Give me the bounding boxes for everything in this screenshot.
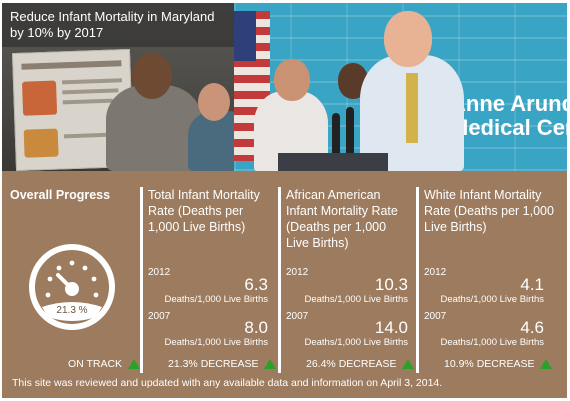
photo-right-scene: Anne Arundel Medical Center <box>234 3 567 171</box>
overall-status-label: ON TRACK <box>68 358 123 370</box>
value-base: 8.0 <box>244 318 268 337</box>
year-base: 2007 <box>286 311 309 322</box>
year-base: 2007 <box>148 311 171 322</box>
change-label: 10.9% DECREASE <box>444 358 535 370</box>
value-base: 4.6 <box>520 318 544 337</box>
year-recent: 2012 <box>286 267 309 278</box>
metric-white-panel: White Infant Mortality Rate (Deaths per … <box>424 187 556 373</box>
change-status: 21.3% DECREASE <box>168 358 277 370</box>
change-label: 26.4% DECREASE <box>306 358 397 370</box>
woman2-head <box>198 83 230 121</box>
value-recent: 10.3 <box>374 275 408 294</box>
podium <box>278 153 388 171</box>
unit-recent: Deaths/1,000 Live Births <box>164 294 268 305</box>
value-recent: 6.3 <box>244 275 268 294</box>
backdrop-logo-line2: Medical Center <box>450 115 567 140</box>
metric-african-american-panel: African American Infant Mortality Rate (… <box>286 187 415 373</box>
banner-photo: Anne Arundel Medical Center Reduce Infan… <box>2 3 567 171</box>
change-status: 26.4% DECREASE <box>306 358 415 370</box>
up-arrow-icon <box>128 359 141 370</box>
overall-status: ON TRACK <box>68 358 141 370</box>
footer-note: This site was reviewed and updated with … <box>12 377 443 389</box>
year-recent: 2012 <box>148 267 171 278</box>
infant-mortality-widget: Anne Arundel Medical Center Reduce Infan… <box>2 3 567 398</box>
overall-progress-heading: Overall Progress <box>10 188 111 202</box>
up-arrow-icon <box>540 359 553 370</box>
change-label: 21.3% DECREASE <box>168 358 259 370</box>
year-recent: 2012 <box>424 267 447 278</box>
up-arrow-icon <box>264 359 277 370</box>
unit-base: Deaths/1,000 Live Births <box>440 337 544 348</box>
value-base: 14.0 <box>374 318 408 337</box>
change-status: 10.9% DECREASE <box>444 358 553 370</box>
banner-title: Reduce Infant Mortality in Maryland by 1… <box>2 3 234 47</box>
metric-heading: Total Infant Mortality Rate (Deaths per … <box>148 188 260 234</box>
woman-head <box>132 53 172 99</box>
overall-progress-panel: Overall Progress 21.3 % ON TRACK <box>10 187 141 373</box>
backdrop-logo-line1: Anne Arundel <box>450 91 567 116</box>
gauge-value: 21.3 % <box>56 305 88 316</box>
metric-heading: White Infant Mortality Rate (Deaths per … <box>424 188 554 234</box>
up-arrow-icon <box>402 359 415 370</box>
woman-figure <box>106 85 202 171</box>
microphone <box>332 113 340 157</box>
metric-heading: African American Infant Mortality Rate (… <box>286 188 398 250</box>
value-recent: 4.1 <box>520 275 544 294</box>
divider <box>140 187 143 373</box>
unit-recent: Deaths/1,000 Live Births <box>440 294 544 305</box>
divider <box>416 187 419 373</box>
divider <box>278 187 281 373</box>
speedometer-icon <box>29 244 115 330</box>
unit-base: Deaths/1,000 Live Births <box>164 337 268 348</box>
unit-recent: Deaths/1,000 Live Births <box>304 294 408 305</box>
year-base: 2007 <box>424 311 447 322</box>
metric-total-panel: Total Infant Mortality Rate (Deaths per … <box>148 187 277 373</box>
unit-base: Deaths/1,000 Live Births <box>304 337 408 348</box>
